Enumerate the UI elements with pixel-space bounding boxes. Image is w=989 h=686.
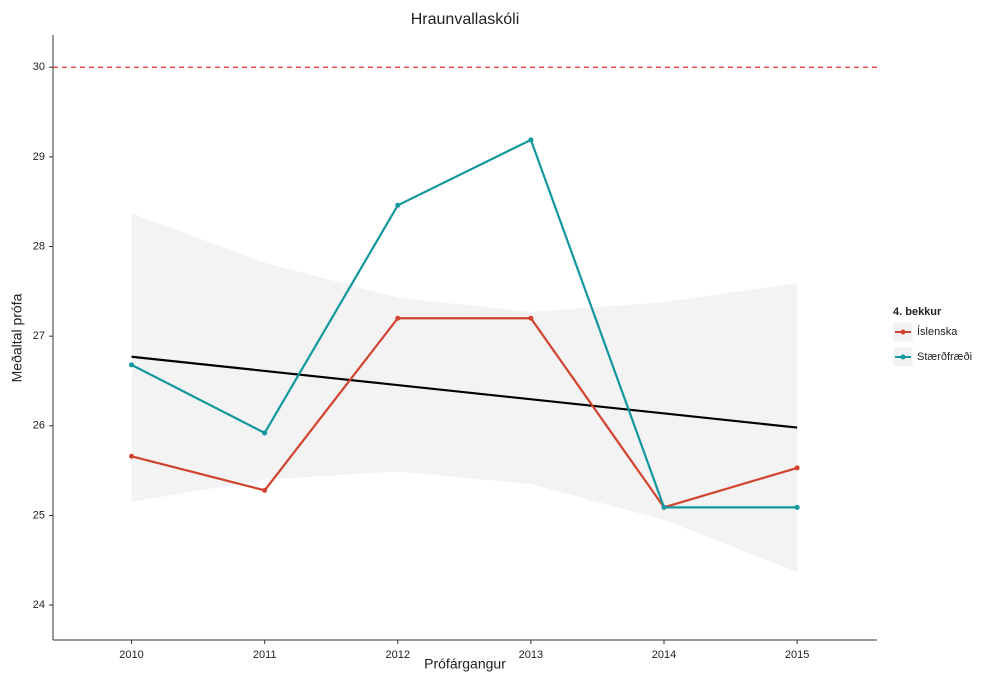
- legend-label: Íslenska: [917, 325, 958, 338]
- data-point: [262, 487, 268, 493]
- y-tick-label: 27: [33, 330, 45, 342]
- x-tick-label: 2010: [119, 649, 143, 661]
- data-point: [262, 430, 268, 436]
- data-point: [395, 315, 401, 321]
- data-point: [794, 504, 800, 510]
- y-tick-label: 24: [33, 599, 45, 611]
- data-point: [661, 504, 667, 510]
- chart-title: Hraunvallaskóli: [411, 11, 520, 28]
- series-line: [131, 317, 798, 509]
- legend-point: [900, 354, 906, 360]
- y-tick-label: 25: [33, 509, 45, 521]
- x-tick-label: 2011: [253, 649, 277, 661]
- y-tick-label: 30: [33, 61, 45, 73]
- x-tick-label: 2013: [519, 649, 543, 661]
- trend-line: [131, 355, 798, 429]
- legend-label: Stærðfræði: [917, 351, 972, 363]
- y-tick-label: 29: [33, 151, 45, 163]
- series-line: [131, 138, 798, 509]
- legend-point: [900, 329, 906, 335]
- data-point: [395, 202, 401, 208]
- x-tick-label: 2012: [386, 649, 410, 661]
- x-axis-title: Prófárgangur: [424, 656, 506, 672]
- data-point: [528, 137, 534, 143]
- data-point: [129, 362, 135, 368]
- x-tick-label: 2014: [652, 649, 676, 661]
- y-tick-label: 28: [33, 240, 45, 252]
- legend-title: 4. bekkur: [893, 306, 942, 318]
- data-point: [794, 465, 800, 471]
- y-tick-label: 26: [33, 420, 45, 432]
- y-axis-title: Meðaltal prófa: [9, 293, 25, 382]
- data-point: [528, 315, 534, 321]
- data-point: [129, 453, 135, 459]
- x-tick-label: 2015: [785, 649, 809, 661]
